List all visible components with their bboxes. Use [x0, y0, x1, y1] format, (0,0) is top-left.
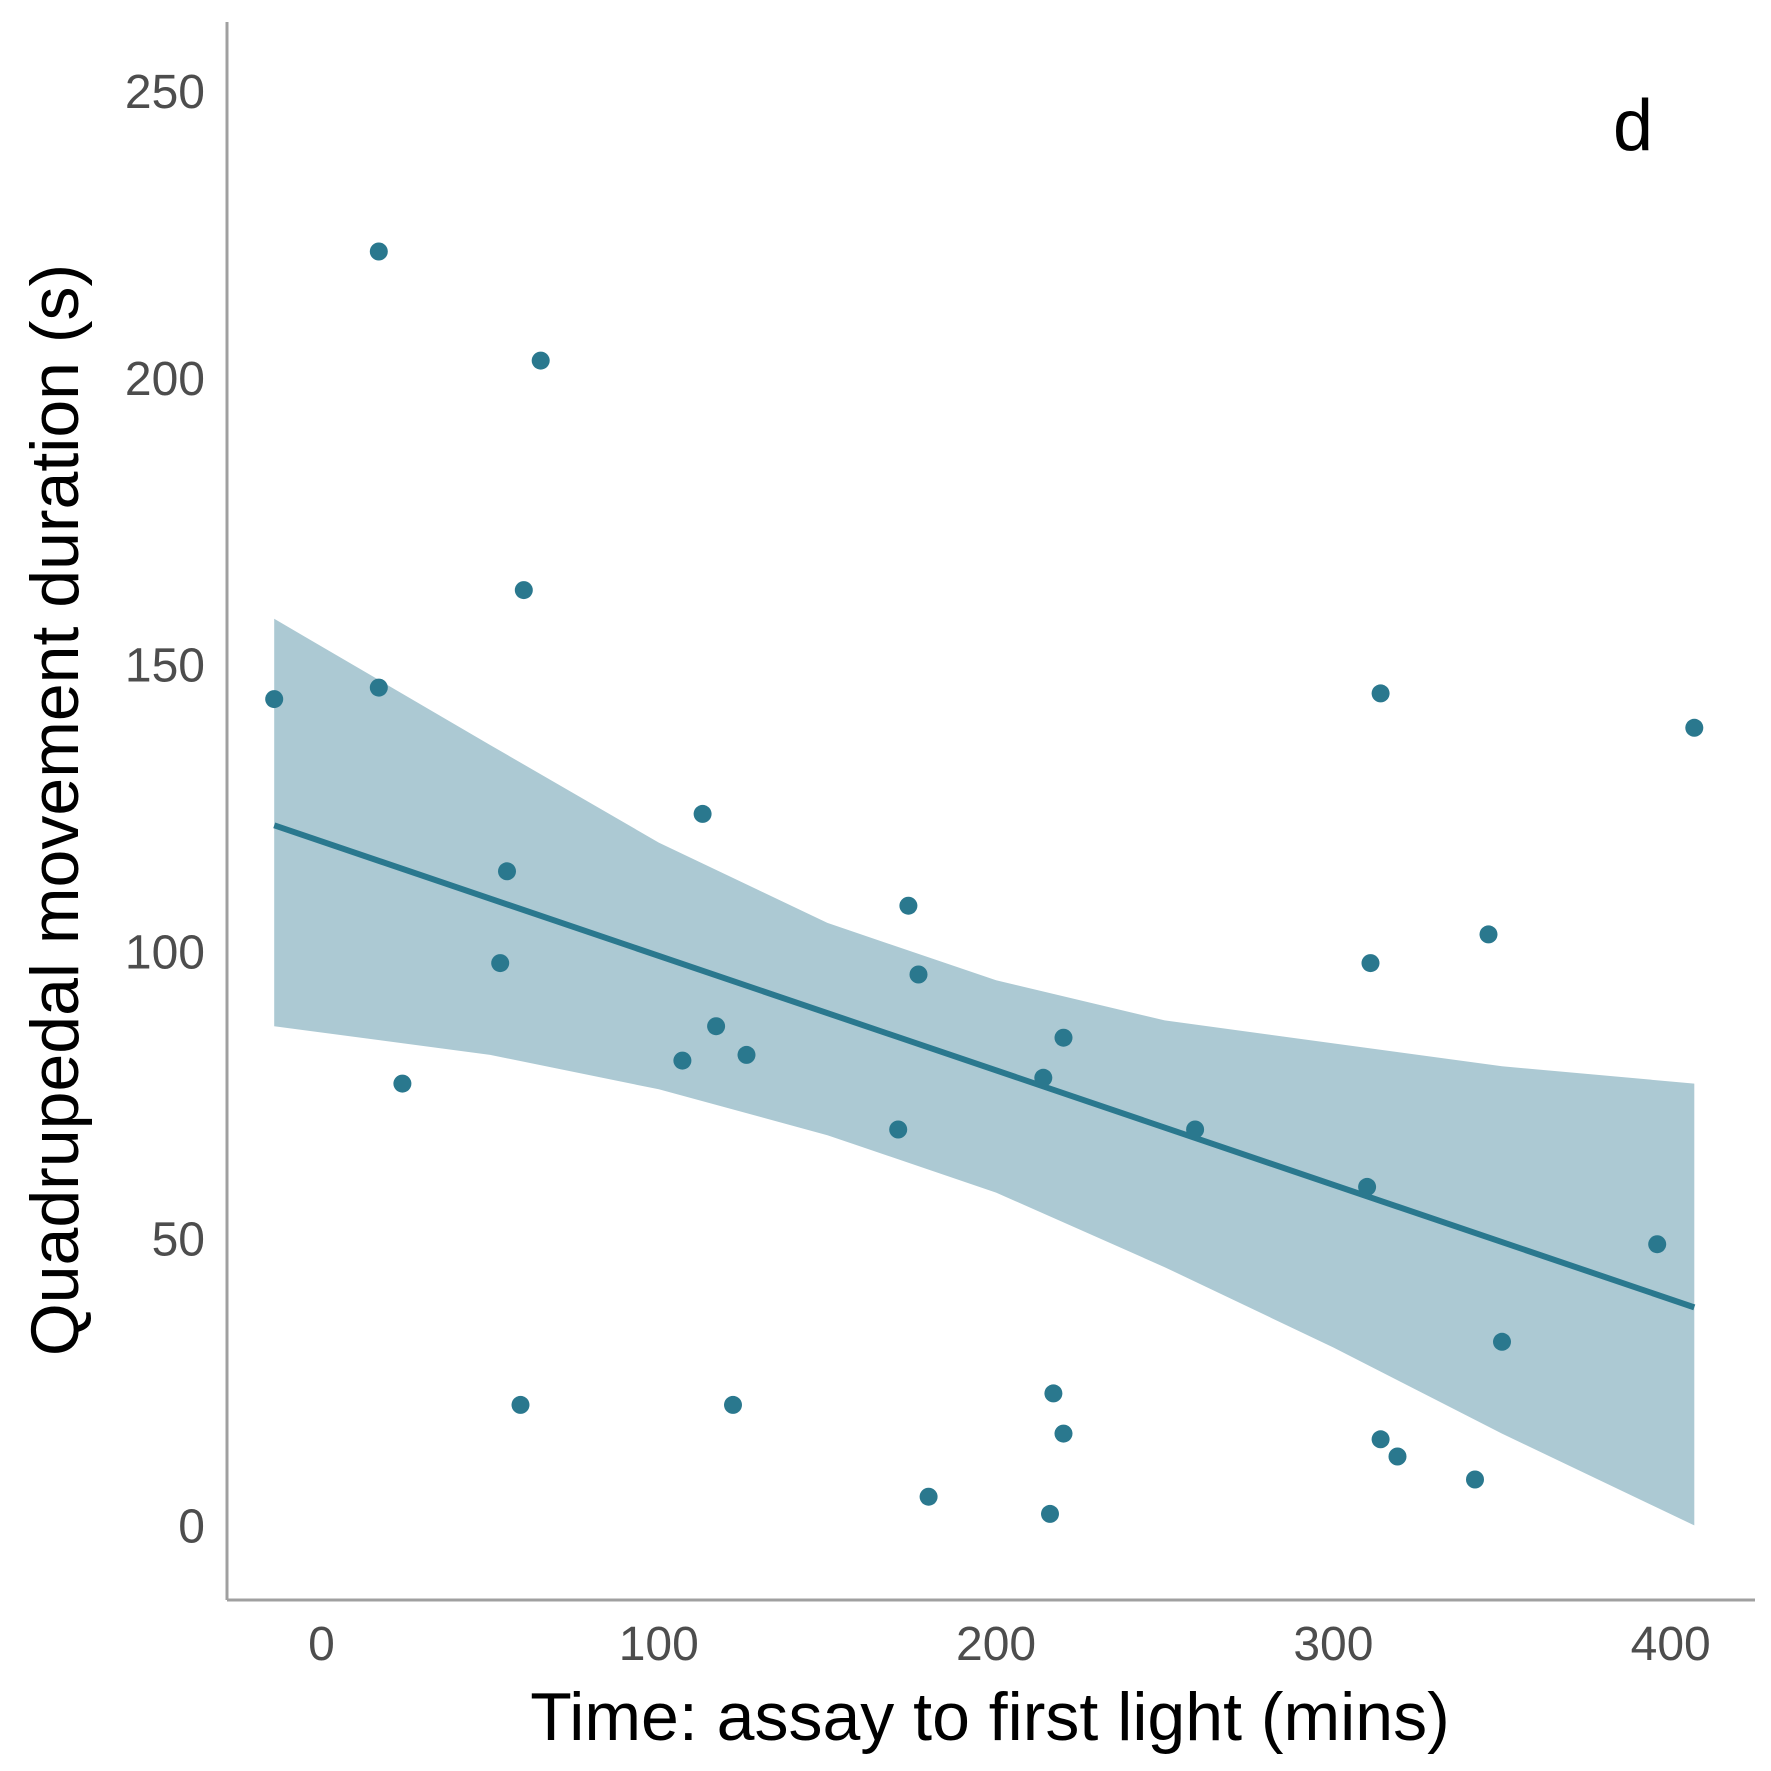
data-point: [899, 896, 918, 915]
data-point: [498, 862, 516, 881]
panel-label: d: [1613, 86, 1653, 166]
data-point: [1361, 954, 1380, 973]
x-tick-label: 100: [619, 1618, 699, 1671]
data-point: [737, 1045, 756, 1064]
x-tick-label: 200: [956, 1618, 1036, 1671]
y-axis-title: Quadrupedal movement duration (s): [17, 264, 93, 1356]
data-point: [1054, 1424, 1073, 1443]
data-point: [724, 1395, 742, 1414]
confidence-band-layer: [274, 618, 1695, 1526]
data-point: [1479, 925, 1498, 944]
x-tick-label: 400: [1631, 1618, 1711, 1671]
data-point: [919, 1487, 938, 1506]
y-tick-labels: 0 50 100 150 200 250: [125, 66, 205, 1554]
data-point: [1466, 1470, 1484, 1489]
data-point: [889, 1120, 908, 1139]
y-tick-label: 150: [125, 640, 205, 693]
data-point: [1493, 1332, 1511, 1351]
data-point: [1034, 1068, 1053, 1087]
y-tick-label: 250: [125, 66, 205, 119]
data-point: [673, 1051, 692, 1070]
axes-layer: [225, 22, 1755, 1602]
x-tick-labels: 0 100 200 300 400: [308, 1618, 1711, 1671]
y-tick-label: 200: [125, 353, 205, 406]
x-axis-title: Time: assay to first light (mins): [530, 1679, 1449, 1755]
fit-line-layer: [273, 822, 1696, 1311]
data-point: [369, 242, 388, 261]
x-tick-label: 0: [308, 1618, 335, 1671]
data-point: [1041, 1504, 1059, 1523]
fit-line: [273, 822, 1696, 1311]
data-point: [393, 1074, 412, 1093]
data-point: [369, 678, 388, 697]
y-tick-label: 50: [152, 1213, 205, 1266]
data-point: [491, 954, 510, 973]
x-tick-label: 300: [1293, 1618, 1373, 1671]
data-point: [1685, 718, 1704, 737]
points-layer: [265, 242, 1704, 1523]
data-point: [1186, 1120, 1205, 1139]
data-point: [265, 690, 284, 709]
data-point: [1358, 1177, 1377, 1196]
data-point: [1648, 1235, 1667, 1254]
y-tick-label: 0: [178, 1500, 205, 1553]
data-point: [707, 1017, 726, 1036]
data-point: [1371, 1430, 1390, 1449]
data-point: [1388, 1447, 1407, 1466]
data-point: [693, 804, 712, 823]
y-tick-label: 100: [125, 927, 205, 980]
data-point: [511, 1395, 530, 1414]
data-point: [909, 965, 928, 984]
confidence-band: [274, 618, 1695, 1526]
data-point: [1054, 1028, 1073, 1047]
data-point: [514, 581, 533, 600]
data-point: [531, 351, 550, 370]
data-point: [1371, 684, 1390, 703]
data-point: [1044, 1384, 1063, 1403]
